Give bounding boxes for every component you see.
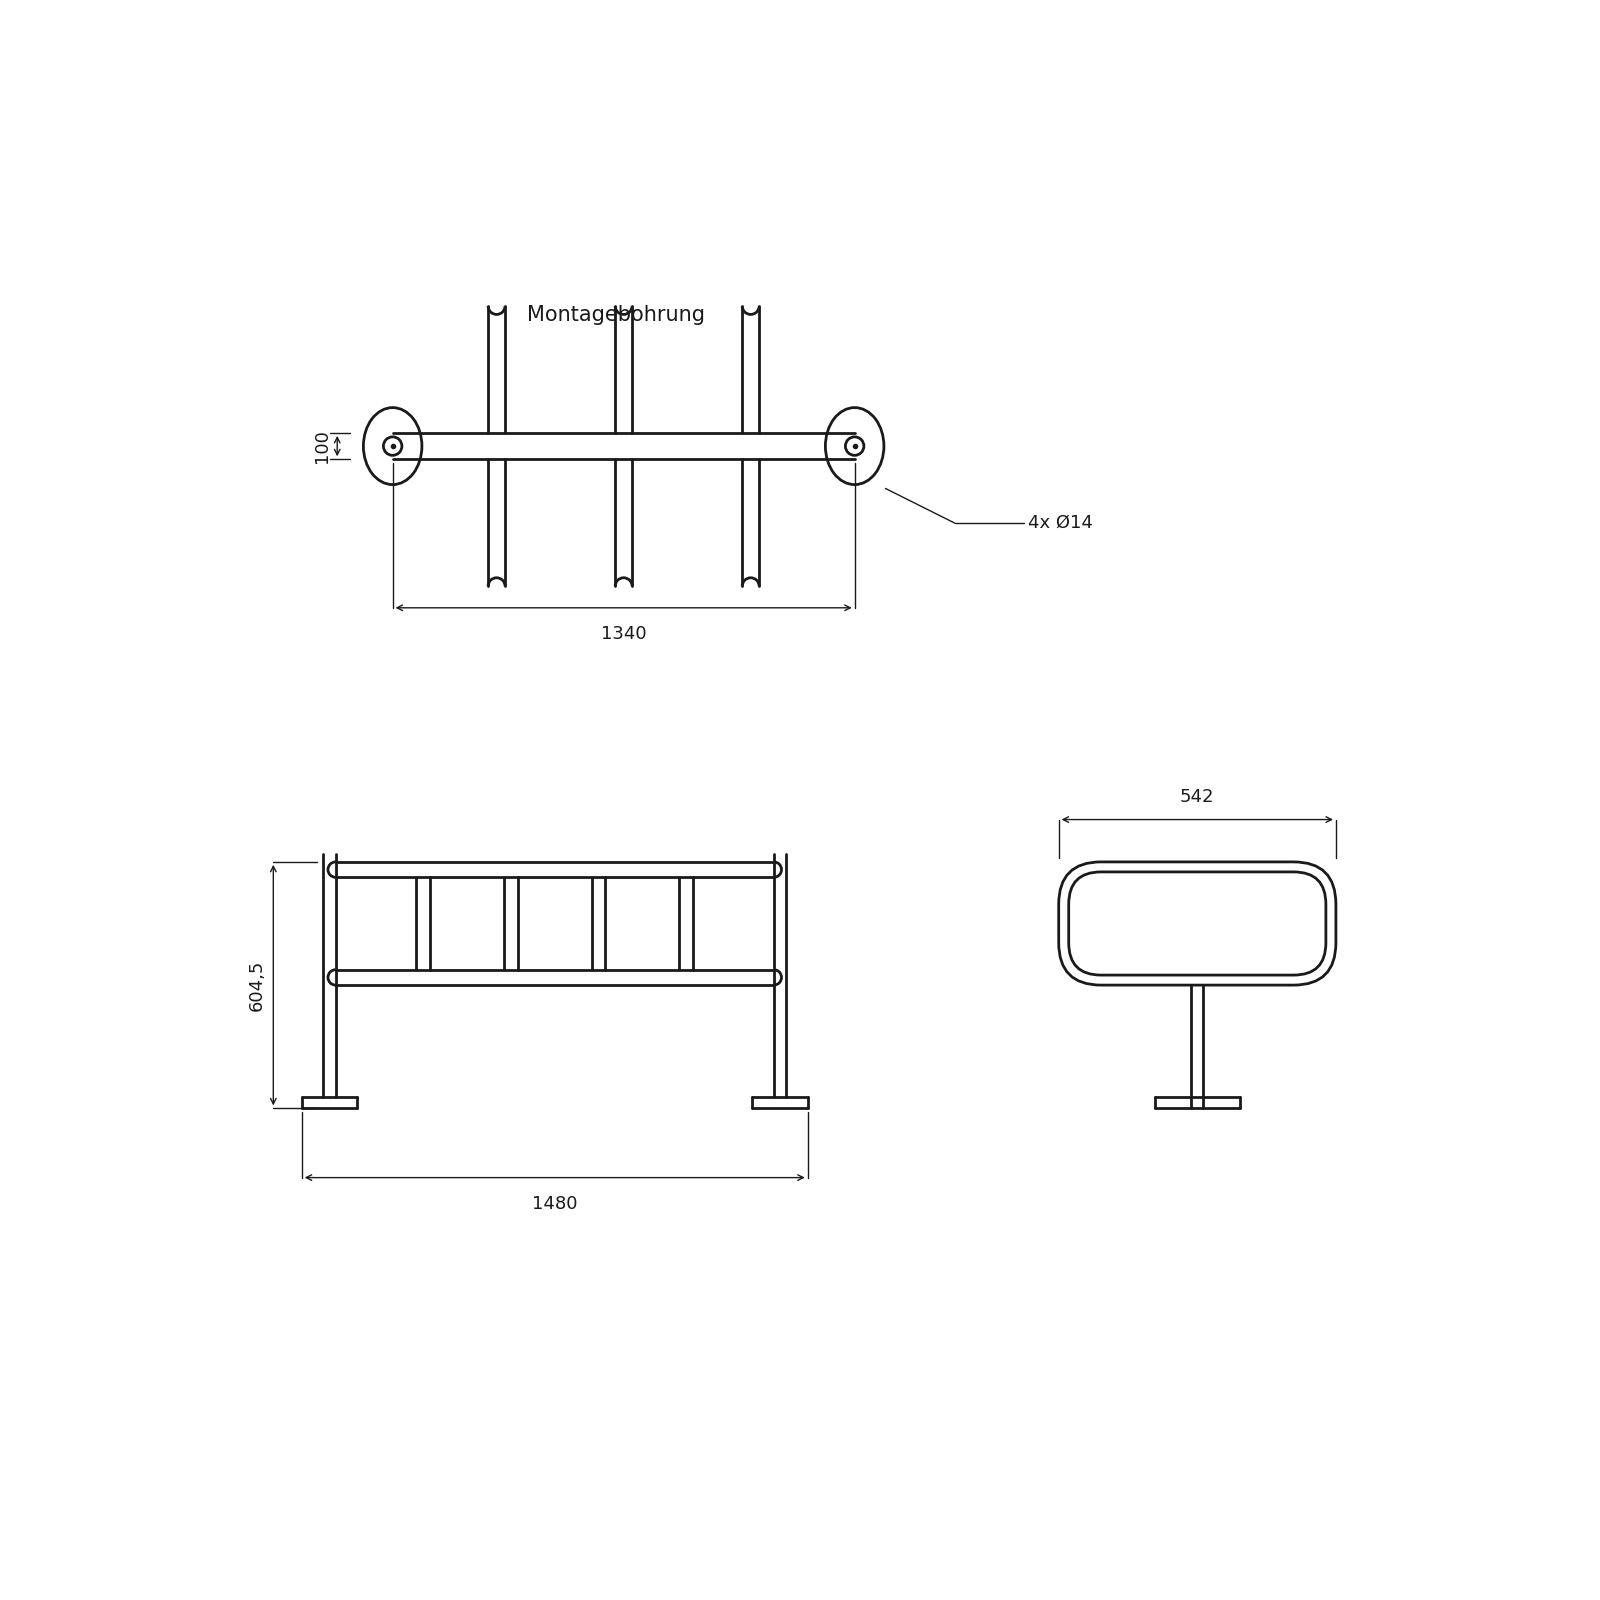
Text: 4x Ø14: 4x Ø14 (1027, 514, 1093, 533)
Text: 1480: 1480 (531, 1195, 578, 1213)
Text: 1340: 1340 (602, 624, 646, 643)
Text: 604,5: 604,5 (248, 960, 266, 1011)
Text: 100: 100 (314, 429, 331, 462)
Text: 542: 542 (1181, 787, 1214, 806)
Text: Montagebohrung: Montagebohrung (526, 306, 706, 325)
